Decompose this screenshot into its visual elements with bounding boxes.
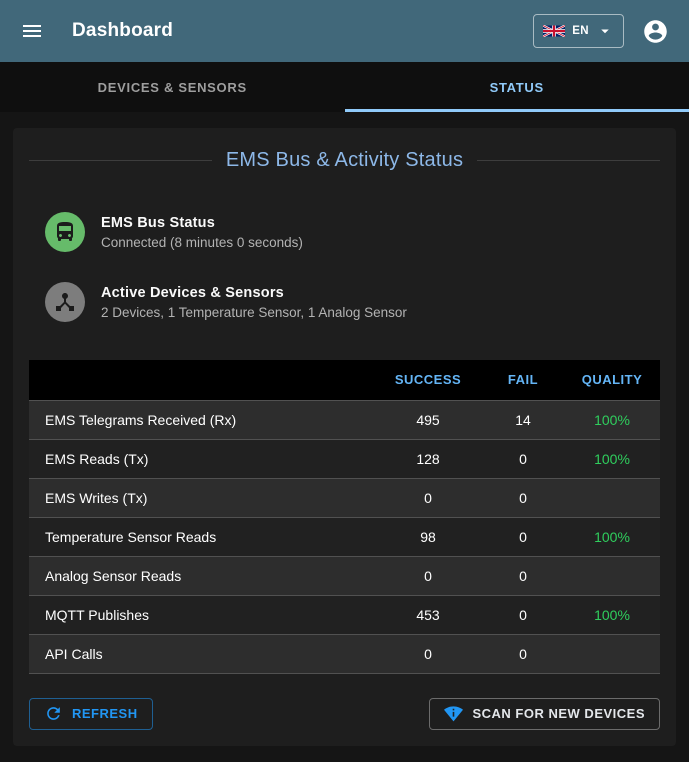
account-circle-icon xyxy=(642,18,669,45)
row-fail: 0 xyxy=(519,489,527,506)
scan-wifi-icon xyxy=(444,704,464,723)
hamburger-menu-icon xyxy=(20,19,44,43)
table-header: SUCCESS FAIL QUALITY xyxy=(29,360,660,400)
row-fail: 14 xyxy=(515,411,531,428)
row-label: API Calls xyxy=(45,645,103,662)
row-label: Analog Sensor Reads xyxy=(45,567,182,584)
row-label: EMS Reads (Tx) xyxy=(45,450,149,467)
row-quality: 100% xyxy=(594,411,630,428)
item-subtitle: Connected (8 minutes 0 seconds) xyxy=(101,234,303,250)
status-list: EMS Bus Status Connected (8 minutes 0 se… xyxy=(29,204,660,330)
table-row: MQTT Publishes 453 0 100% xyxy=(29,595,660,634)
column-header-quality: QUALITY xyxy=(581,372,643,388)
active-tab-indicator xyxy=(344,109,689,112)
uk-flag-icon xyxy=(543,25,566,37)
column-header-name xyxy=(29,360,374,400)
card-footer: REFRESH SCAN FOR NEW DEVICES xyxy=(29,697,660,730)
refresh-icon xyxy=(44,704,63,723)
row-fail: 0 xyxy=(519,528,527,545)
status-card: EMS Bus & Activity Status EMS Bus Status… xyxy=(13,128,676,746)
section-title-text: EMS Bus & Activity Status xyxy=(225,148,464,171)
item-title: EMS Bus Status xyxy=(101,214,215,231)
chevron-down-icon xyxy=(596,22,614,40)
tab-status[interactable]: STATUS xyxy=(344,62,689,112)
avatar xyxy=(45,282,85,322)
row-fail: 0 xyxy=(519,567,527,584)
section-title: EMS Bus & Activity Status xyxy=(29,146,660,174)
tab-status-label: STATUS xyxy=(489,79,544,95)
activity-table: SUCCESS FAIL QUALITY EMS Telegrams Recei… xyxy=(29,360,660,674)
language-code: EN xyxy=(572,25,589,37)
table-row: EMS Reads (Tx) 128 0 100% xyxy=(29,439,660,478)
item-subtitle: 2 Devices, 1 Temperature Sensor, 1 Analo… xyxy=(101,304,407,320)
row-quality xyxy=(564,634,660,673)
table-row: API Calls 0 0 xyxy=(29,634,660,673)
row-fail: 0 xyxy=(519,606,527,623)
row-quality: 100% xyxy=(594,450,630,467)
language-selector[interactable]: EN xyxy=(533,14,624,48)
row-success: 453 xyxy=(416,606,440,623)
table-row: EMS Writes (Tx) 0 0 xyxy=(29,478,660,517)
table-row: Analog Sensor Reads 0 0 xyxy=(29,556,660,595)
status-table-body: EMS Telegrams Received (Rx) 495 14 100% EMS … xyxy=(29,400,660,673)
menu-button[interactable] xyxy=(14,13,50,49)
device-hub-icon xyxy=(53,290,77,314)
row-label: Temperature Sensor Reads xyxy=(45,528,217,545)
item-title: Active Devices & Sensors xyxy=(101,284,284,301)
row-success: 98 xyxy=(420,528,436,545)
page-title: Dashboard xyxy=(72,20,174,41)
tab-bar: DEVICES & SENSORS STATUS xyxy=(0,62,689,112)
row-success: 0 xyxy=(424,567,432,584)
list-item-ems-bus-status: EMS Bus Status Connected (8 minutes 0 se… xyxy=(29,204,660,260)
scan-button-label: SCAN FOR NEW DEVICES xyxy=(472,706,645,721)
refresh-button[interactable]: REFRESH xyxy=(29,697,153,730)
row-quality xyxy=(564,556,660,595)
scan-for-new-devices-button[interactable]: SCAN FOR NEW DEVICES xyxy=(429,697,660,730)
list-item-text: Active Devices & Sensors 2 Devices, 1 Te… xyxy=(101,285,407,320)
row-success: 0 xyxy=(424,645,432,662)
main-content: EMS Bus & Activity Status EMS Bus Status… xyxy=(0,112,689,762)
account-button[interactable] xyxy=(636,12,675,51)
row-quality: 100% xyxy=(594,528,630,545)
list-item-active-devices: Active Devices & Sensors 2 Devices, 1 Te… xyxy=(29,274,660,330)
row-fail: 0 xyxy=(519,450,527,467)
refresh-button-label: REFRESH xyxy=(72,706,138,721)
list-item-text: EMS Bus Status Connected (8 minutes 0 se… xyxy=(101,215,303,250)
row-label: EMS Telegrams Received (Rx) xyxy=(45,411,237,428)
table-row: EMS Telegrams Received (Rx) 495 14 100% xyxy=(29,400,660,439)
bus-icon xyxy=(53,220,77,244)
divider-line-left xyxy=(29,159,212,161)
app-bar: Dashboard EN xyxy=(0,0,689,62)
row-success: 495 xyxy=(416,411,440,428)
divider-line-right xyxy=(477,159,660,161)
row-label: EMS Writes (Tx) xyxy=(45,489,148,506)
tab-devices-sensors[interactable]: DEVICES & SENSORS xyxy=(0,62,345,112)
row-success: 128 xyxy=(416,450,440,467)
row-label: MQTT Publishes xyxy=(45,606,149,623)
row-quality: 100% xyxy=(594,606,630,623)
avatar xyxy=(45,212,85,252)
row-quality xyxy=(564,478,660,517)
row-fail: 0 xyxy=(519,645,527,662)
table-row: Temperature Sensor Reads 98 0 100% xyxy=(29,517,660,556)
column-header-fail: FAIL xyxy=(507,372,539,388)
row-success: 0 xyxy=(424,489,432,506)
column-header-success: SUCCESS xyxy=(394,372,462,388)
